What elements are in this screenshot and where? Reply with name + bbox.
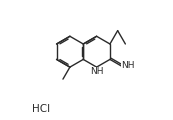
- Text: NH: NH: [90, 67, 103, 76]
- Text: HCl: HCl: [32, 104, 50, 114]
- Text: NH: NH: [121, 61, 135, 70]
